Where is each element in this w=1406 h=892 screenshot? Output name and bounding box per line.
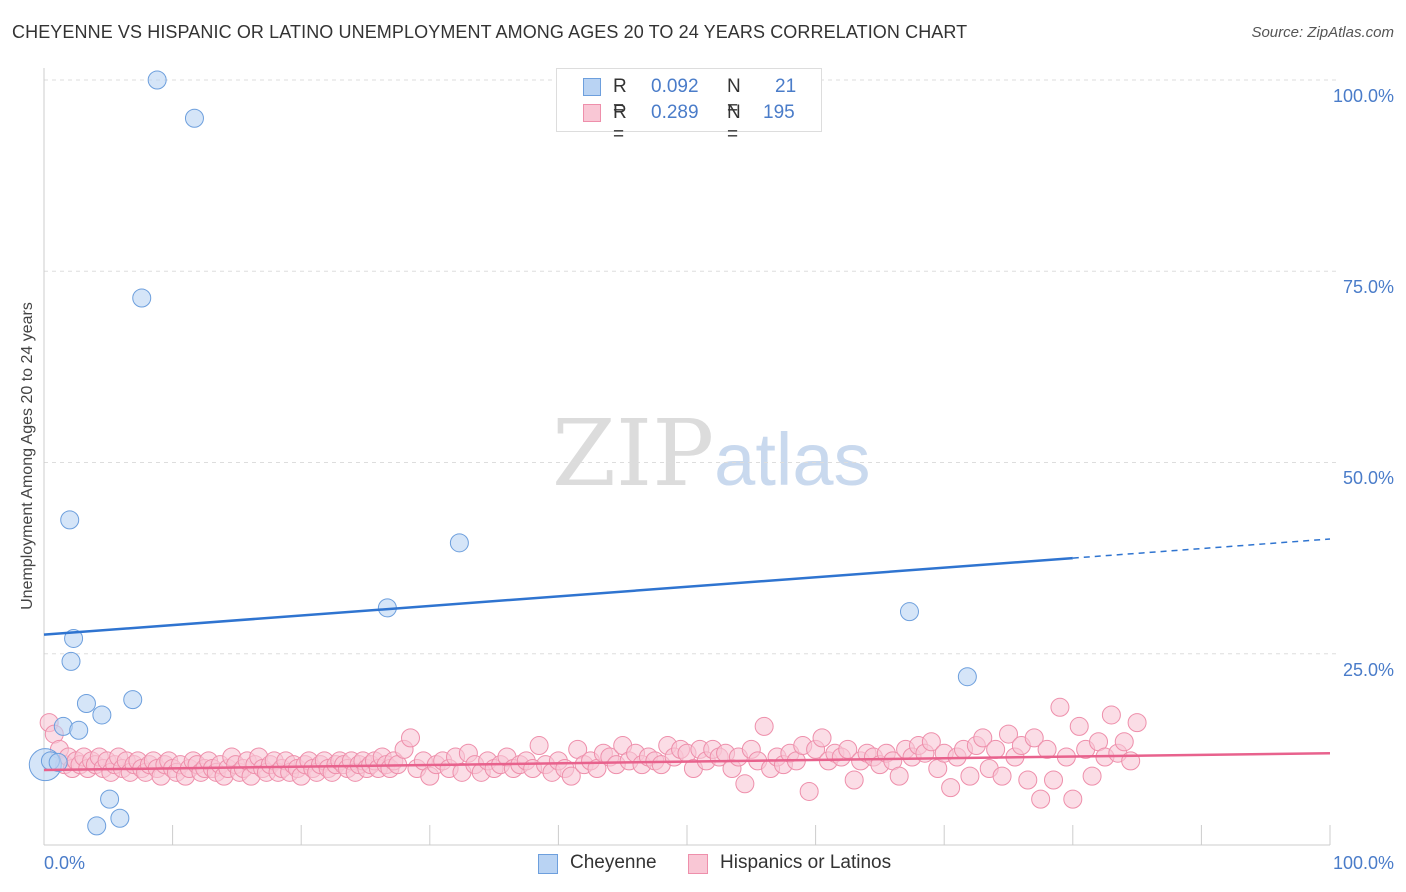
hispanic-point	[986, 739, 1006, 759]
bottom-legend-swatch-hispanic	[688, 854, 708, 874]
hispanic-point	[401, 728, 421, 748]
bottom-legend-label-hispanic: Hispanics or Latinos	[720, 852, 892, 873]
cheyenne-trend-extension	[1072, 538, 1331, 559]
cheyenne-point	[48, 752, 68, 772]
hispanic-point	[1037, 739, 1057, 759]
hispanic-point	[889, 766, 909, 786]
hispanic-point	[1044, 770, 1064, 790]
cheyenne-trend-line	[43, 556, 1073, 636]
hispanic-point	[992, 766, 1012, 786]
hispanic-point	[1101, 705, 1121, 725]
cheyenne-point	[449, 533, 469, 553]
bottom-legend-label-cheyenne: Cheyenne	[570, 852, 657, 873]
y-tick-label-25: 25.0%	[1342, 660, 1394, 680]
hispanic-point	[1063, 789, 1083, 809]
legend-swatch-cheyenne	[583, 78, 601, 96]
cheyenne-point	[61, 651, 81, 671]
hispanic-trend-line	[43, 751, 1331, 772]
hispanic-point	[844, 770, 864, 790]
cheyenne-point	[184, 108, 204, 128]
bottom-legend-swatch-cheyenne	[538, 854, 558, 874]
cheyenne-point	[899, 602, 919, 622]
grid-layer	[44, 79, 1338, 655]
hispanic-point	[941, 778, 961, 798]
trend-layer	[43, 538, 1331, 772]
cheyenne-point	[110, 808, 130, 828]
hispanic-point	[1050, 697, 1070, 717]
hispanic-point	[1024, 728, 1044, 748]
cheyenne-point	[957, 667, 977, 687]
cheyenne-point	[92, 705, 112, 725]
legend-r-value: 0.092	[651, 76, 699, 97]
hispanic-point	[921, 732, 941, 752]
legend-n-label: N =	[727, 102, 741, 145]
y-axis-label: Unemployment Among Ages 20 to 24 years	[19, 302, 36, 610]
hispanic-point	[1069, 716, 1089, 736]
legend-n-value: 195	[763, 102, 795, 123]
hispanic-point	[529, 736, 549, 756]
points-layer	[28, 70, 1147, 836]
correlation-legend: R = 0.092 N = 21 R = 0.289 N = 195	[556, 68, 822, 145]
cheyenne-point	[147, 70, 167, 90]
x-tick-label-0: 0.0%	[44, 853, 86, 873]
hispanic-point	[799, 781, 819, 801]
cheyenne-point	[87, 816, 107, 836]
y-tick-label-75: 75.0%	[1342, 277, 1394, 297]
y-tick-label-100: 100.0%	[1332, 86, 1394, 106]
hispanic-point	[973, 728, 993, 748]
cheyenne-point	[100, 789, 120, 809]
chart-title: CHEYENNE VS HISPANIC OR LATINO UNEMPLOYM…	[12, 22, 968, 42]
hispanic-point	[754, 716, 774, 736]
legend-n-value: 21	[775, 76, 797, 97]
hispanic-point	[735, 774, 755, 794]
y-tick-label-50: 50.0%	[1342, 468, 1394, 488]
x-tick-label-100: 100.0%	[1332, 853, 1394, 873]
watermark-atlas: atlas	[714, 418, 871, 501]
hispanic-point	[1127, 713, 1147, 733]
legend-n-label: N =	[727, 76, 741, 119]
hispanic-point	[1082, 766, 1102, 786]
hispanic-point	[960, 766, 980, 786]
hispanic-point	[561, 766, 581, 786]
cheyenne-point	[132, 288, 152, 308]
cheyenne-point	[60, 510, 80, 530]
watermark-zip: ZIP	[552, 400, 715, 507]
legend-r-label: R =	[613, 102, 627, 145]
legend-r-value: 0.289	[651, 102, 699, 123]
legend-r-label: R =	[613, 76, 627, 119]
cheyenne-point	[76, 693, 96, 713]
cheyenne-point	[69, 720, 89, 740]
cheyenne-point	[123, 690, 143, 710]
hispanic-point	[1018, 770, 1038, 790]
watermark: ZIPatlas	[552, 400, 870, 507]
hispanic-point	[1114, 732, 1134, 752]
legend-swatch-hispanic	[583, 104, 601, 122]
hispanic-point	[999, 724, 1018, 744]
hispanic-point	[812, 728, 832, 748]
source-label: Source: ZipAtlas.com	[1251, 24, 1394, 41]
hispanic-point	[1031, 789, 1051, 809]
